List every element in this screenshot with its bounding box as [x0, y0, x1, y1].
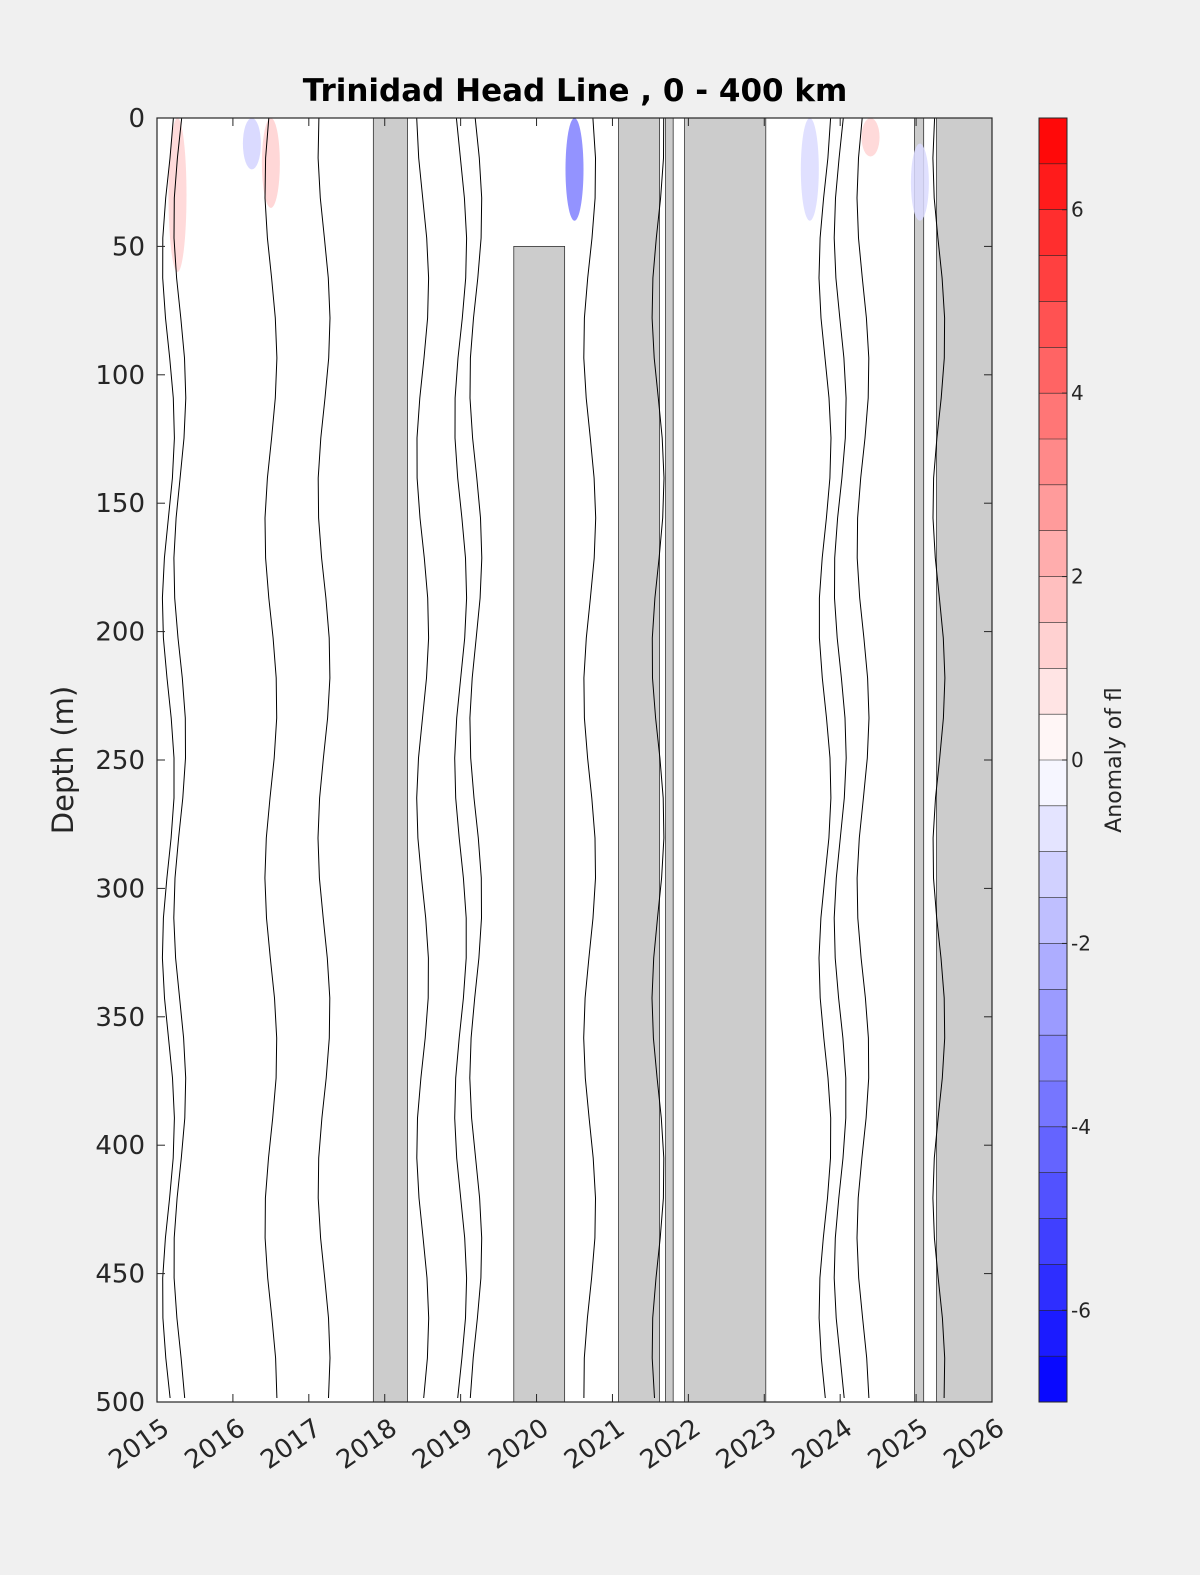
- no-data-region: [665, 117, 674, 1403]
- zero-contour: [416, 117, 430, 1399]
- y-tick-label: 100: [95, 361, 145, 391]
- x-tick-label: 2024: [787, 1413, 858, 1476]
- colorbar-swatch: [1039, 118, 1067, 165]
- colorbar-swatch: [1039, 714, 1067, 761]
- no-data-region: [914, 117, 925, 1403]
- x-tick-label: 2026: [939, 1413, 1010, 1476]
- colorbar-swatch: [1039, 163, 1067, 211]
- plot-background: [157, 118, 992, 1402]
- anomaly-patch: [800, 118, 819, 221]
- colorbar-swatch: [1039, 209, 1067, 257]
- anomaly-patch: [261, 118, 280, 208]
- y-tick-label: 250: [95, 746, 145, 776]
- colorbar-swatches: [1039, 117, 1067, 1403]
- colorbar-tick-label: 0: [1071, 748, 1084, 772]
- zero-contour: [651, 117, 665, 1399]
- no-data-region: [513, 245, 566, 1403]
- colorbar-swatch: [1039, 989, 1067, 1036]
- zero-contour: [818, 117, 832, 1399]
- colorbar-swatch: [1039, 668, 1067, 715]
- y-tick-label: 150: [95, 489, 145, 519]
- colorbar-swatch: [1039, 760, 1067, 807]
- x-tick-label: 2017: [255, 1413, 326, 1476]
- zero-contour: [583, 117, 597, 1399]
- colorbar-swatch: [1039, 439, 1067, 486]
- x-tick-label: 2018: [331, 1413, 402, 1476]
- colorbar-swatch: [1039, 1218, 1067, 1265]
- x-tick-label: 2020: [483, 1413, 554, 1476]
- y-tick-label: 350: [95, 1003, 145, 1033]
- x-tick-label: 2025: [863, 1413, 934, 1476]
- colorbar-tick-label: 2: [1071, 565, 1084, 589]
- y-axis-label: Depth (m): [46, 686, 80, 834]
- colorbar-swatch: [1039, 347, 1067, 394]
- x-tick-label: 2016: [180, 1413, 251, 1476]
- colorbar-swatch: [1039, 1035, 1067, 1082]
- anomaly-patch: [565, 118, 584, 221]
- colorbar-ticks: 6 4 2 0 -2 -4 -6: [1062, 198, 1091, 1322]
- zero-contour: [264, 117, 278, 1399]
- y-tick-label: 300: [95, 874, 145, 904]
- colorbar-swatch: [1039, 805, 1067, 853]
- colorbar-tick-label: 6: [1071, 198, 1084, 222]
- zero-contour: [856, 117, 870, 1399]
- no-data-region: [372, 117, 408, 1403]
- x-tick-label: 2019: [407, 1413, 478, 1476]
- no-data-region: [684, 117, 767, 1403]
- x-tick-label: 2015: [104, 1413, 175, 1476]
- contour-layer: [161, 117, 946, 1399]
- anomaly-layer: [168, 117, 929, 273]
- y-tick-label: 200: [95, 618, 145, 648]
- anomaly-patch: [910, 143, 929, 221]
- x-tick-label: 2022: [635, 1413, 706, 1476]
- y-tick-label: 400: [95, 1131, 145, 1161]
- colorbar-swatch: [1039, 1356, 1067, 1403]
- colorbar-swatch: [1039, 943, 1067, 990]
- x-tick-label: 2023: [711, 1413, 782, 1476]
- y-tick-label: 450: [95, 1260, 145, 1290]
- colorbar-swatch: [1039, 393, 1067, 440]
- colorbar-swatch: [1039, 301, 1067, 348]
- y-tick-label: 0: [128, 104, 145, 134]
- no-data-region: [618, 117, 660, 1403]
- colorbar-swatch: [1039, 530, 1067, 578]
- x-tick-label: 2021: [559, 1413, 630, 1476]
- zero-contour: [317, 117, 331, 1399]
- colorbar-swatch: [1039, 1172, 1067, 1220]
- colorbar-swatch: [1039, 255, 1067, 302]
- colorbar: 6 4 2 0 -2 -4 -6 Anomaly of fl: [1038, 117, 1127, 1403]
- zero-contour: [932, 117, 946, 1399]
- zero-contour: [454, 117, 468, 1399]
- colorbar-swatch: [1039, 484, 1067, 532]
- colorbar-swatch: [1039, 576, 1067, 623]
- plot-area: [156, 117, 993, 1403]
- anomaly-patch: [861, 117, 880, 157]
- colorbar-tick-label: -4: [1071, 1115, 1091, 1139]
- zero-contour: [161, 117, 175, 1399]
- colorbar-tick-label: -6: [1071, 1298, 1091, 1322]
- colorbar-tick-label: 4: [1071, 381, 1084, 405]
- anomaly-patch: [242, 117, 261, 170]
- chart-title: Trinidad Head Line , 0 - 400 km: [303, 73, 848, 109]
- colorbar-swatch: [1039, 1310, 1067, 1357]
- no-data-region: [936, 117, 993, 1403]
- zero-contour: [173, 117, 187, 1399]
- colorbar-swatch: [1039, 897, 1067, 944]
- colorbar-tick-label: -2: [1071, 931, 1091, 955]
- y-tick-label: 50: [112, 232, 145, 262]
- colorbar-swatch: [1039, 1126, 1067, 1174]
- colorbar-swatch: [1039, 851, 1067, 899]
- colorbar-swatch: [1039, 1081, 1067, 1128]
- colorbar-label: Anomaly of fl: [1102, 687, 1127, 833]
- colorbar-swatch: [1039, 622, 1067, 669]
- anomaly-patch: [168, 117, 187, 273]
- colorbar-swatch: [1039, 1264, 1067, 1311]
- zero-contour: [833, 117, 847, 1399]
- y-tick-label: 500: [95, 1388, 145, 1418]
- zero-contour: [469, 117, 483, 1399]
- y-axis: 0 50 100 150 200 250 300 350 400 450 500: [95, 104, 992, 1418]
